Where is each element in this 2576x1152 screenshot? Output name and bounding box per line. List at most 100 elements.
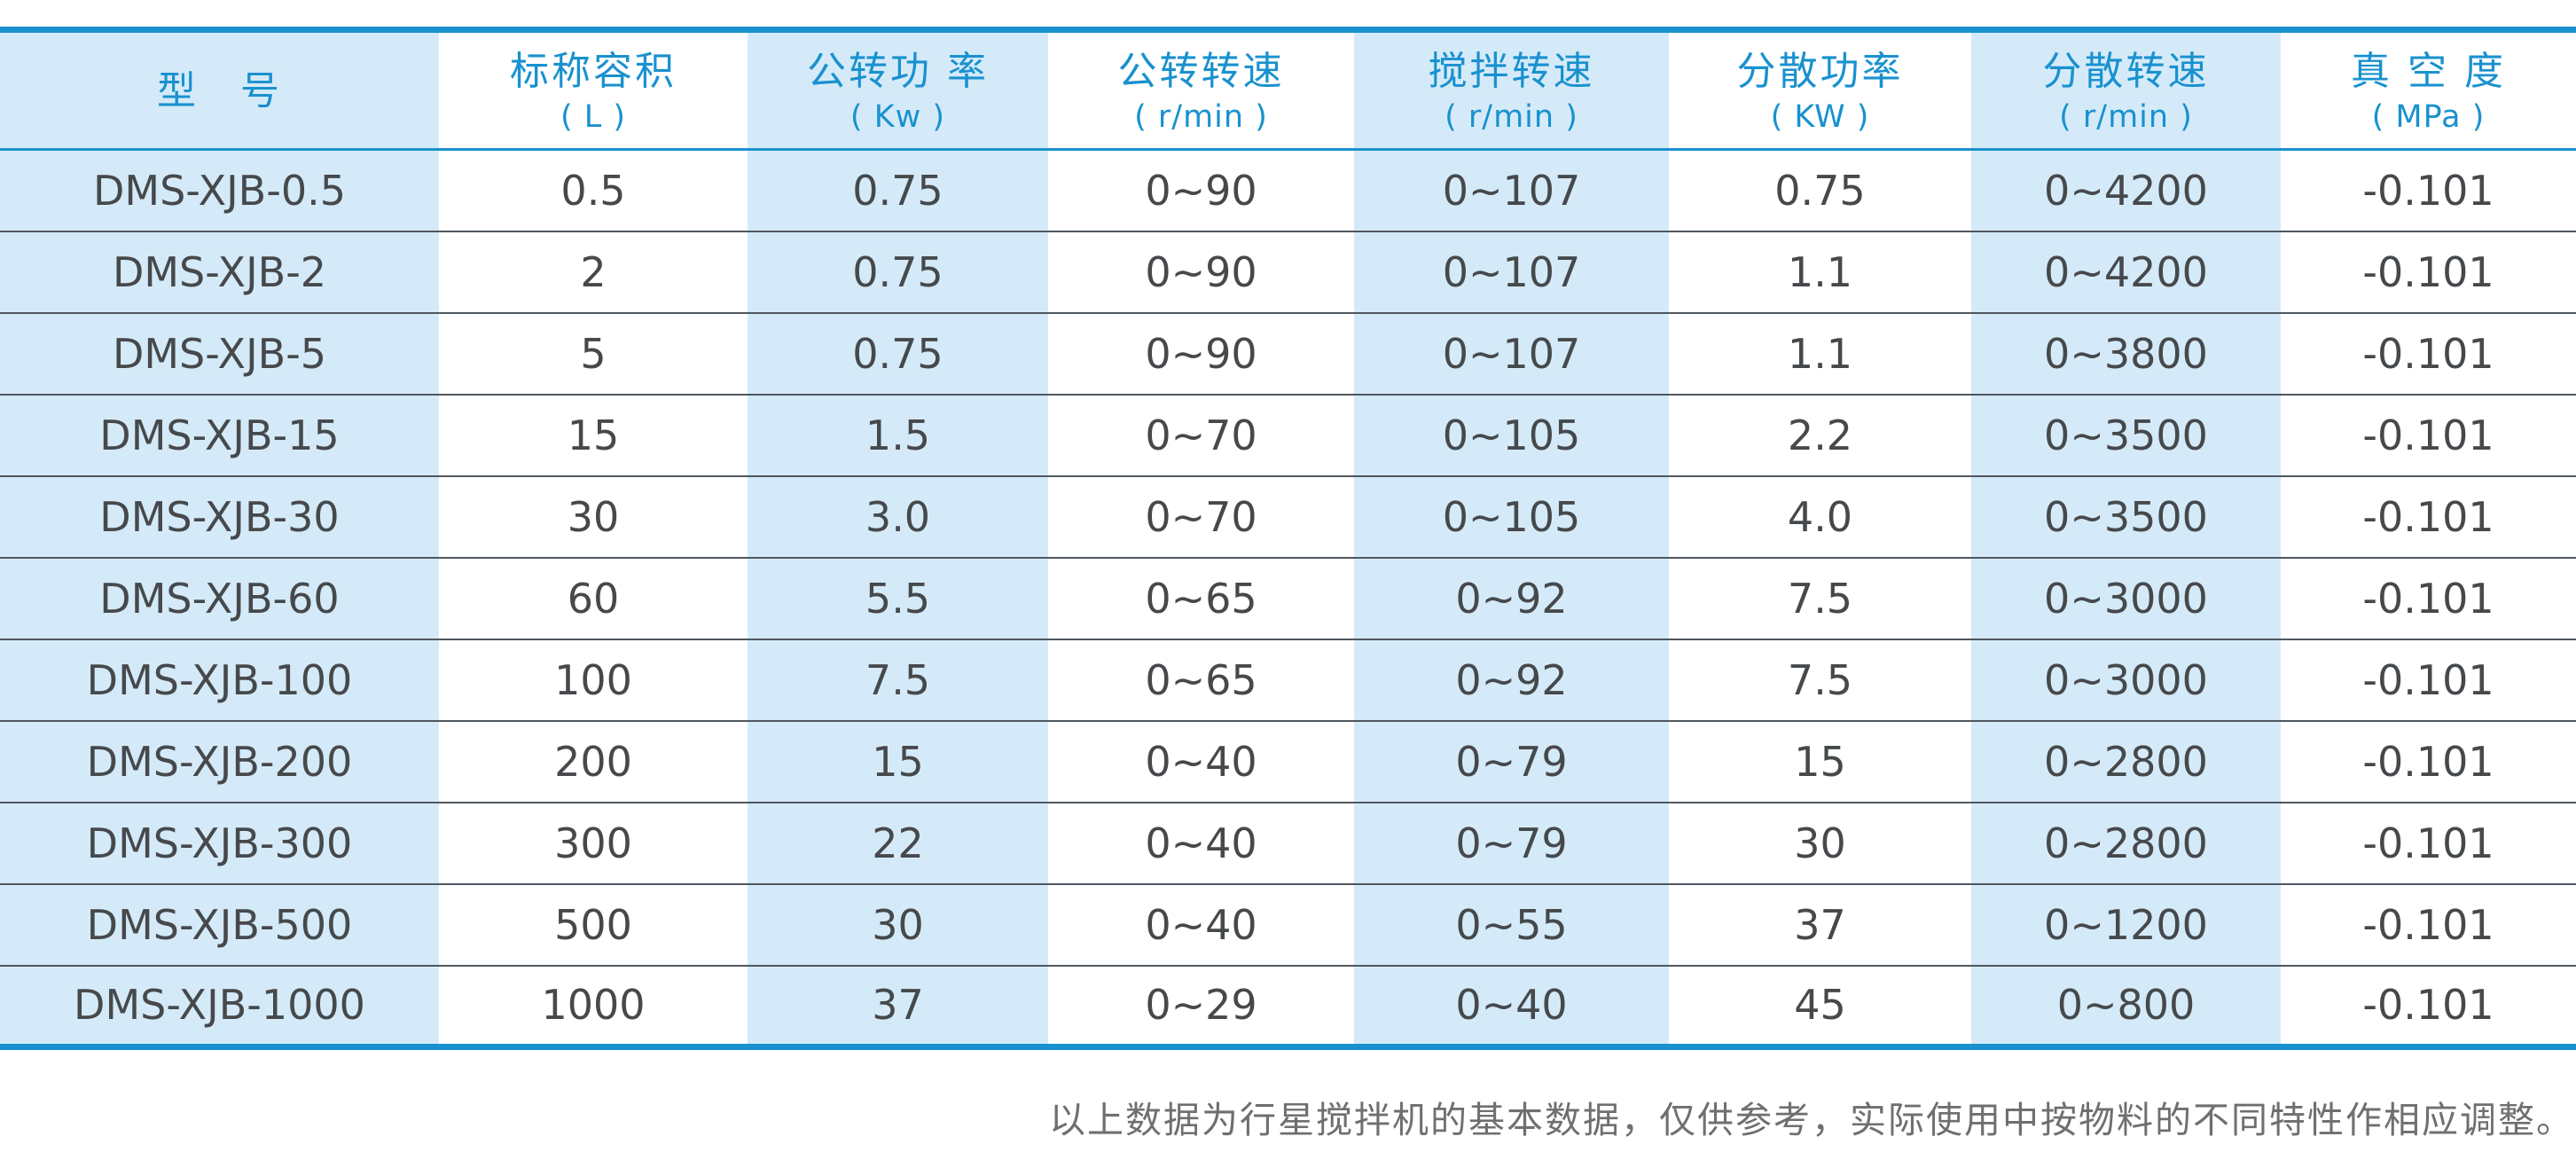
spec-table: 型 号标称容积( L ) 公转功 率( Kw ) 公转转速( r/min ) 搅拌转速… bbox=[0, 27, 2576, 1050]
value-cell: 0~4200 bbox=[1971, 149, 2281, 231]
model-cell: DMS-XJB-1000 bbox=[0, 964, 439, 1047]
value-cell: 1.1 bbox=[1669, 311, 1971, 395]
value-cell: 0~800 bbox=[1971, 964, 2281, 1047]
column-title: 公转转速 bbox=[1117, 48, 1285, 94]
value-cell: 1000 bbox=[439, 964, 748, 1047]
column-title: 分散转速 bbox=[2042, 48, 2210, 94]
column-header-revolution-speed: 公转转速 ( r/min ) bbox=[1048, 29, 1354, 151]
value-cell: 0~107 bbox=[1354, 230, 1669, 313]
value-cell: 0~90 bbox=[1048, 149, 1354, 231]
value-cell: 0~29 bbox=[1048, 964, 1354, 1047]
value-cell: -0.101 bbox=[2281, 230, 2576, 313]
value-cell: 0.75 bbox=[748, 230, 1048, 313]
table-row: DMS-XJB-500 500 30 0~40 0~55 37 0~1200 -0.101 bbox=[0, 882, 2576, 966]
value-cell: 4.0 bbox=[1669, 474, 1971, 558]
value-cell: 15 bbox=[1669, 719, 1971, 803]
value-cell: 30 bbox=[748, 882, 1048, 966]
value-cell: 0.5 bbox=[439, 149, 748, 231]
column-title: 搅拌转速 bbox=[1428, 48, 1595, 94]
value-cell: 30 bbox=[1669, 801, 1971, 884]
table-row: DMS-XJB-200 200 15 0~40 0~79 15 0~2800 -0.101 bbox=[0, 719, 2576, 803]
value-cell: 30 bbox=[439, 474, 748, 558]
value-cell: 7.5 bbox=[1669, 556, 1971, 639]
value-cell: -0.101 bbox=[2281, 149, 2576, 231]
column-header-vacuum-degree: 真 空 度 ( MPa ) bbox=[2281, 29, 2576, 151]
value-cell: 5.5 bbox=[748, 556, 1048, 639]
value-cell: 0~40 bbox=[1048, 801, 1354, 884]
column-title: 标称容积 bbox=[510, 48, 677, 94]
value-cell: 0.75 bbox=[748, 311, 1048, 395]
column-header-nominal-capacity: 标称容积 ( L ) bbox=[439, 29, 748, 151]
value-cell: -0.101 bbox=[2281, 801, 2576, 884]
value-cell: 0~3800 bbox=[1971, 311, 2281, 395]
value-cell: 1.5 bbox=[748, 393, 1048, 476]
value-cell: -0.101 bbox=[2281, 638, 2576, 721]
column-header-stirring-speed: 搅拌转速 ( r/min ) bbox=[1354, 29, 1669, 151]
column-title: 分散功率 bbox=[1736, 48, 1904, 94]
value-cell: 0~79 bbox=[1354, 801, 1669, 884]
value-cell: 1.1 bbox=[1669, 230, 1971, 313]
column-header-dispersing-power: 分散功率 ( KW ) bbox=[1669, 29, 1971, 151]
value-cell: 0~90 bbox=[1048, 230, 1354, 313]
value-cell: 0~79 bbox=[1354, 719, 1669, 803]
model-cell: DMS-XJB-500 bbox=[0, 882, 439, 966]
value-cell: 15 bbox=[439, 393, 748, 476]
value-cell: 7.5 bbox=[1669, 638, 1971, 721]
value-cell: 0~90 bbox=[1048, 311, 1354, 395]
value-cell: 0~105 bbox=[1354, 393, 1669, 476]
value-cell: 0~65 bbox=[1048, 556, 1354, 639]
column-unit: ( r/min ) bbox=[1134, 98, 1268, 135]
table-row: DMS-XJB-15 15 1.5 0~70 0~105 2.2 0~3500 -0.101 bbox=[0, 393, 2576, 476]
column-title: 真 空 度 bbox=[2351, 48, 2506, 94]
table-row: DMS-XJB-60 60 5.5 0~65 0~92 7.5 0~3000 -0.101 bbox=[0, 556, 2576, 639]
value-cell: 0~92 bbox=[1354, 556, 1669, 639]
table-body: DMS-XJB-0.5 0.5 0.75 0~90 0~107 0.75 0~4200 -0.… bbox=[0, 149, 2576, 1047]
column-header-model: 型 号 bbox=[0, 29, 439, 151]
value-cell: 0~40 bbox=[1048, 719, 1354, 803]
column-unit: ( MPa ) bbox=[2371, 98, 2486, 135]
value-cell: 0~55 bbox=[1354, 882, 1669, 966]
table-row: DMS-XJB-0.5 0.5 0.75 0~90 0~107 0.75 0~4200 -0.… bbox=[0, 149, 2576, 231]
column-unit: ( L ) bbox=[560, 98, 627, 135]
value-cell: 5 bbox=[439, 311, 748, 395]
table-header: 型 号标称容积( L ) 公转功 率( Kw ) 公转转速( r/min ) 搅拌转速… bbox=[0, 29, 2576, 151]
model-cell: DMS-XJB-15 bbox=[0, 393, 439, 476]
value-cell: 0~70 bbox=[1048, 393, 1354, 476]
value-cell: 3.0 bbox=[748, 474, 1048, 558]
model-cell: DMS-XJB-30 bbox=[0, 474, 439, 558]
value-cell: 0~2800 bbox=[1971, 719, 2281, 803]
table-row: DMS-XJB-30 30 3.0 0~70 0~105 4.0 0~3500 -0.101 bbox=[0, 474, 2576, 558]
value-cell: 0.75 bbox=[1669, 149, 1971, 231]
value-cell: 0~92 bbox=[1354, 638, 1669, 721]
value-cell: 0~1200 bbox=[1971, 882, 2281, 966]
value-cell: -0.101 bbox=[2281, 882, 2576, 966]
header-row: 型 号标称容积( L ) 公转功 率( Kw ) 公转转速( r/min ) 搅拌转速… bbox=[0, 29, 2576, 151]
value-cell: 0~40 bbox=[1048, 882, 1354, 966]
value-cell: 0~3500 bbox=[1971, 393, 2281, 476]
value-cell: 0~65 bbox=[1048, 638, 1354, 721]
column-title: 型 号 bbox=[157, 67, 282, 114]
column-unit: ( KW ) bbox=[1770, 98, 1870, 135]
model-cell: DMS-XJB-200 bbox=[0, 719, 439, 803]
value-cell: 100 bbox=[439, 638, 748, 721]
value-cell: 15 bbox=[748, 719, 1048, 803]
column-header-revolution-power: 公转功 率 ( Kw ) bbox=[748, 29, 1048, 151]
value-cell: 0~107 bbox=[1354, 149, 1669, 231]
value-cell: 37 bbox=[1669, 882, 1971, 966]
value-cell: -0.101 bbox=[2281, 311, 2576, 395]
value-cell: 0~3000 bbox=[1971, 638, 2281, 721]
table-row: DMS-XJB-5 5 0.75 0~90 0~107 1.1 0~3800 -0.101 bbox=[0, 311, 2576, 395]
value-cell: 60 bbox=[439, 556, 748, 639]
value-cell: 0~2800 bbox=[1971, 801, 2281, 884]
column-unit: ( r/min ) bbox=[1445, 98, 1578, 135]
value-cell: -0.101 bbox=[2281, 393, 2576, 476]
model-cell: DMS-XJB-0.5 bbox=[0, 149, 439, 231]
model-cell: DMS-XJB-60 bbox=[0, 556, 439, 639]
column-unit: ( r/min ) bbox=[2059, 98, 2193, 135]
value-cell: 2.2 bbox=[1669, 393, 1971, 476]
model-cell: DMS-XJB-5 bbox=[0, 311, 439, 395]
column-header-dispersing-speed: 分散转速 ( r/min ) bbox=[1971, 29, 2281, 151]
value-cell: 0~70 bbox=[1048, 474, 1354, 558]
value-cell: 0.75 bbox=[748, 149, 1048, 231]
